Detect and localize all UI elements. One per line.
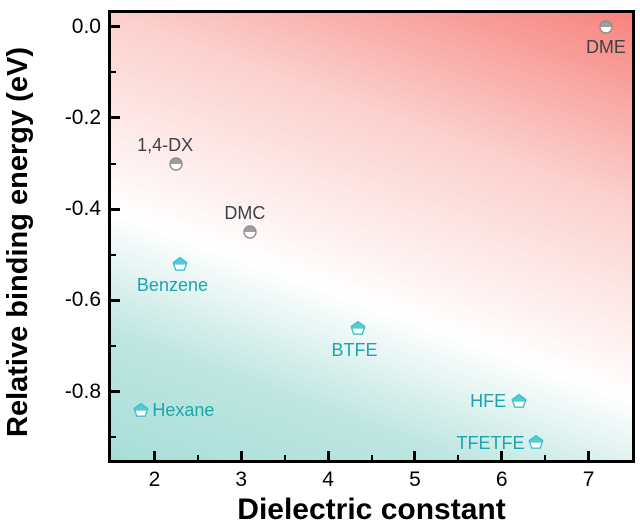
y-major-tick: [111, 390, 120, 394]
y-major-tick: [111, 298, 120, 302]
half-filled-pentagon-marker: [528, 434, 544, 450]
point-label: BTFE: [331, 339, 378, 360]
point-label: HFE: [470, 390, 507, 411]
y-tick-label: 0.0: [71, 14, 101, 38]
point-label: Benzene: [136, 274, 208, 295]
x-minor-tick: [457, 455, 460, 460]
x-tick-label: 2: [148, 468, 161, 491]
half-filled-pentagon-marker: [511, 393, 527, 409]
x-tick-label: 5: [409, 468, 421, 491]
y-tick-label: -0.6: [64, 288, 101, 312]
x-major-tick: [413, 451, 417, 460]
point-label: DME: [585, 36, 626, 57]
y-tick-label: -0.2: [64, 105, 101, 129]
point-label: DMC: [224, 202, 266, 223]
point-label: Hexane: [152, 399, 215, 420]
y-minor-tick: [111, 253, 116, 256]
half-filled-pentagon-marker: [350, 320, 366, 336]
x-tick-label: 6: [495, 468, 508, 491]
x-major-tick: [326, 451, 330, 460]
half-filled-circle-marker: [598, 19, 614, 35]
x-major-tick: [500, 451, 504, 460]
half-filled-circle-marker: [168, 156, 184, 172]
y-minor-tick: [111, 162, 116, 165]
x-tick-label: 7: [582, 468, 595, 491]
half-filled-circle-marker: [242, 224, 258, 240]
x-minor-tick: [196, 455, 199, 460]
x-minor-tick: [283, 455, 286, 460]
y-minor-tick: [111, 344, 116, 347]
x-major-tick: [239, 451, 243, 460]
y-major-tick: [111, 116, 120, 120]
x-minor-tick: [544, 455, 547, 460]
x-tick-label: 4: [322, 468, 334, 491]
x-tick-label: 3: [235, 468, 248, 491]
plot-area: DME 1,4-DX DMC Benzene Hexane BTFE HFE TFETFE: [108, 10, 635, 463]
x-minor-tick: [370, 455, 373, 460]
point-label: 1,4-DX: [137, 134, 194, 155]
x-major-tick: [152, 451, 156, 460]
y-minor-tick: [111, 436, 116, 439]
point-label: TFETFE: [456, 432, 525, 453]
y-minor-tick: [111, 71, 116, 74]
half-filled-pentagon-marker: [133, 402, 149, 418]
x-major-tick: [587, 451, 591, 460]
y-tick-label: -0.4: [64, 197, 101, 221]
y-major-tick: [111, 25, 120, 29]
x-axis-title: Dielectric constant: [237, 493, 506, 526]
y-tick-label: -0.8: [64, 379, 101, 403]
y-major-tick: [111, 207, 120, 211]
half-filled-pentagon-marker: [172, 256, 188, 272]
